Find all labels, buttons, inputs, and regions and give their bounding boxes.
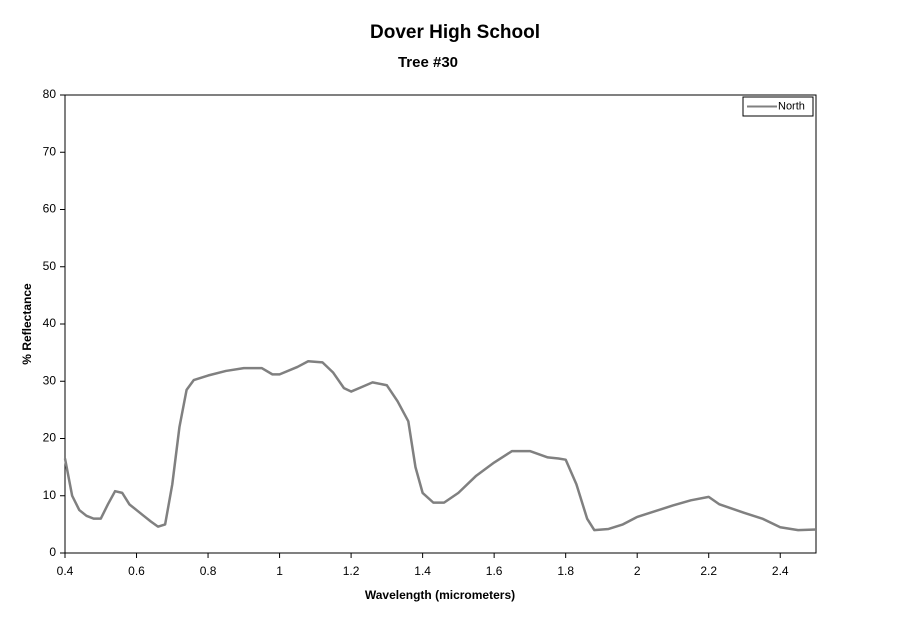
x-tick-label: 2	[634, 564, 641, 578]
x-tick-label: 0.6	[128, 564, 145, 578]
y-tick-label: 30	[43, 373, 57, 387]
x-tick-label: 0.4	[57, 564, 74, 578]
x-tick-label: 0.8	[200, 564, 217, 578]
x-tick-label: 1.6	[486, 564, 503, 578]
x-tick-label: 2.2	[700, 564, 717, 578]
plot-frame	[64, 94, 817, 554]
x-tick-label: 1.2	[343, 564, 360, 578]
y-tick-label: 20	[43, 431, 57, 445]
x-axis-label: Wavelength (micrometers)	[365, 588, 515, 602]
data-line	[63, 359, 817, 532]
y-tick-label: 60	[43, 202, 57, 216]
y-tick-label: 50	[43, 259, 57, 273]
x-tick-label: 1	[276, 564, 283, 578]
y-tick-label: 10	[43, 488, 57, 502]
legend-label: North	[778, 100, 805, 112]
x-tick-label: 2.4	[772, 564, 789, 578]
x-tick-label: 1.8	[557, 564, 574, 578]
y-tick-label: 40	[43, 316, 57, 330]
y-axis-label: % Reflectance	[20, 283, 34, 365]
y-tick-label: 80	[43, 87, 57, 101]
legend-box	[742, 96, 814, 117]
chart-title: Dover High School	[370, 22, 540, 43]
x-tick-label: 1.4	[414, 564, 431, 578]
chart-subtitle: Tree #30	[398, 54, 458, 71]
y-tick-label: 0	[49, 545, 56, 559]
y-tick-label: 70	[43, 144, 57, 158]
